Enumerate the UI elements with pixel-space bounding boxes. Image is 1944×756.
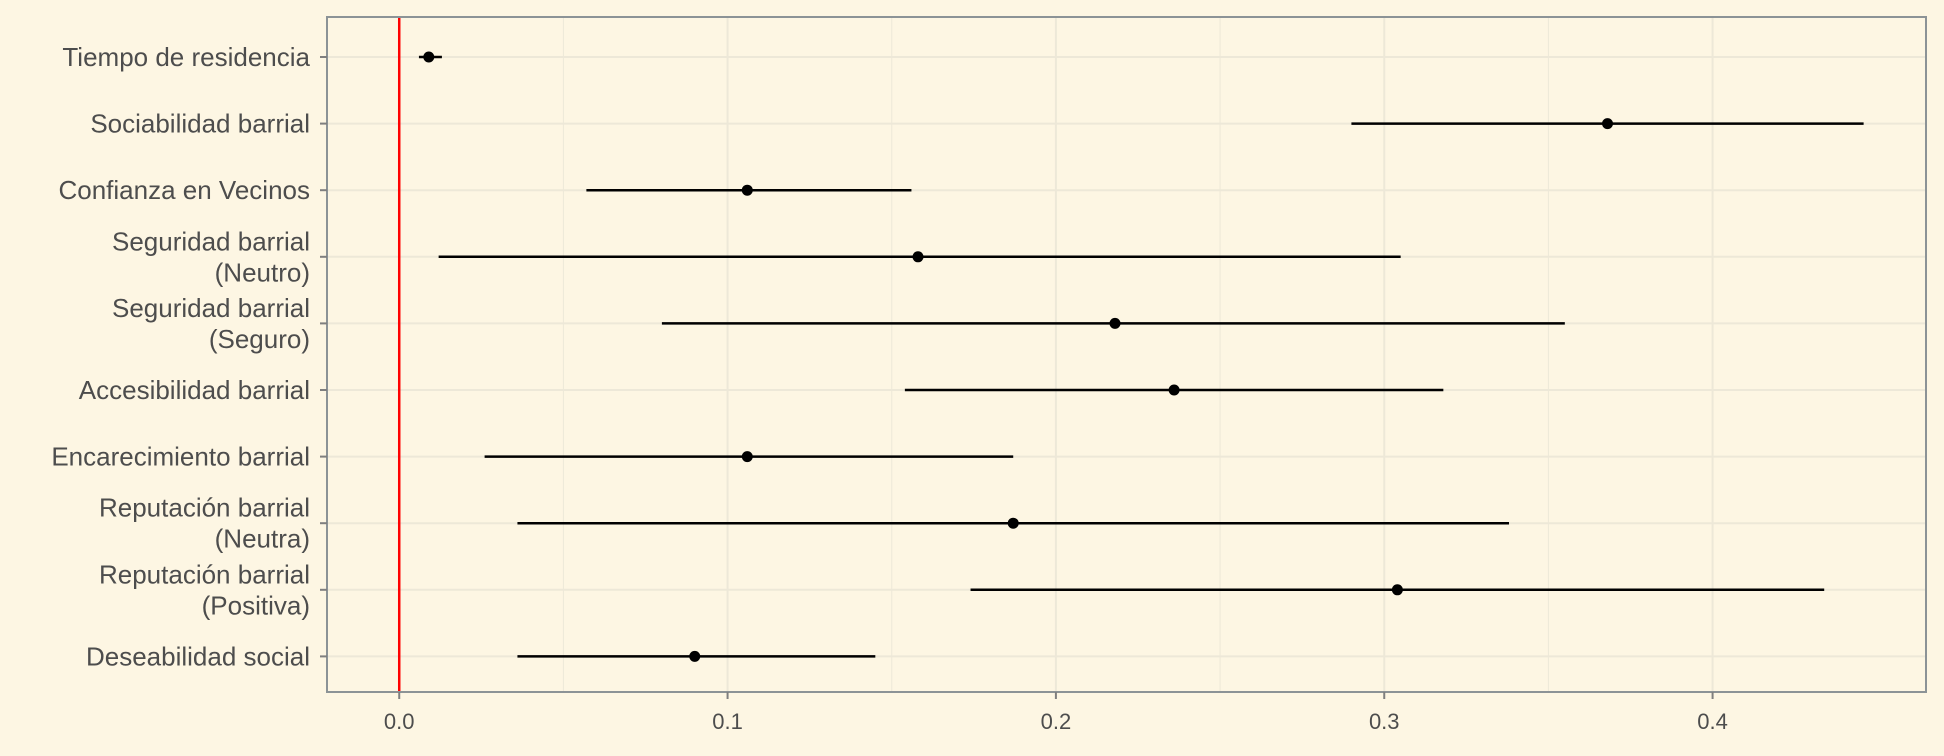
y-tick-label: Seguridad barrial (Seguro) — [112, 293, 310, 354]
estimate-point — [423, 51, 435, 63]
y-tick-label-line: Encarecimiento barrial — [51, 442, 310, 472]
y-tick-label-line: Sociabilidad barrial — [90, 109, 310, 139]
y-tick-label-line: Reputación barrial — [99, 559, 310, 589]
panel-border — [326, 16, 1927, 693]
estimate-point — [912, 251, 924, 263]
y-tick-label: Accesibilidad barrial — [79, 375, 310, 405]
y-tick-label: Reputación barrial (Neutra) — [99, 493, 310, 554]
y-tick-label-line: Deseabilidad social — [86, 641, 310, 671]
y-tick-label: Confianza en Vecinos — [58, 175, 310, 205]
y-tick-label: Reputación barrial (Positiva) — [99, 559, 310, 620]
y-tick-label: Sociabilidad barrial — [90, 109, 310, 139]
y-tick-label: Tiempo de residencia — [62, 42, 310, 72]
x-axis: 0.0 0.1 0.2 0.3 0.4 — [384, 692, 1728, 734]
y-tick-label-line: (Neutro) — [215, 257, 310, 287]
y-tick-label: Seguridad barrial (Neutro) — [112, 226, 310, 287]
x-tick-label: 0.3 — [1369, 709, 1400, 734]
estimate-point — [1602, 118, 1614, 130]
x-tick-label: 0.2 — [1041, 709, 1072, 734]
x-tick-label: 0.1 — [712, 709, 743, 734]
estimate-point — [1168, 384, 1180, 396]
y-tick-label-line: Seguridad barrial — [112, 226, 310, 256]
y-tick-label-line: (Seguro) — [209, 324, 310, 354]
y-axis: Tiempo de residencia Sociabilidad barrial… — [51, 42, 327, 671]
y-tick-label: Deseabilidad social — [86, 641, 310, 671]
estimate-point — [689, 650, 701, 662]
estimate-point — [1007, 517, 1019, 529]
y-tick-label-line: Reputación barrial — [99, 493, 310, 523]
estimate-point — [741, 451, 753, 463]
y-tick-label-line: Accesibilidad barrial — [79, 375, 310, 405]
estimate-point — [1391, 584, 1403, 596]
x-tick-label: 0.4 — [1697, 709, 1728, 734]
x-tick-label: 0.0 — [384, 709, 415, 734]
y-tick-label-line: (Neutra) — [215, 524, 310, 554]
y-tick-label-line: (Positiva) — [202, 590, 310, 620]
estimate-point — [1109, 317, 1121, 329]
estimate-point — [741, 184, 753, 196]
y-tick-label: Encarecimiento barrial — [51, 442, 310, 472]
estimate-marks — [418, 51, 1864, 662]
y-tick-label-line: Confianza en Vecinos — [58, 175, 310, 205]
y-tick-label-line: Tiempo de residencia — [62, 42, 310, 72]
y-tick-label-line: Seguridad barrial — [112, 293, 310, 323]
